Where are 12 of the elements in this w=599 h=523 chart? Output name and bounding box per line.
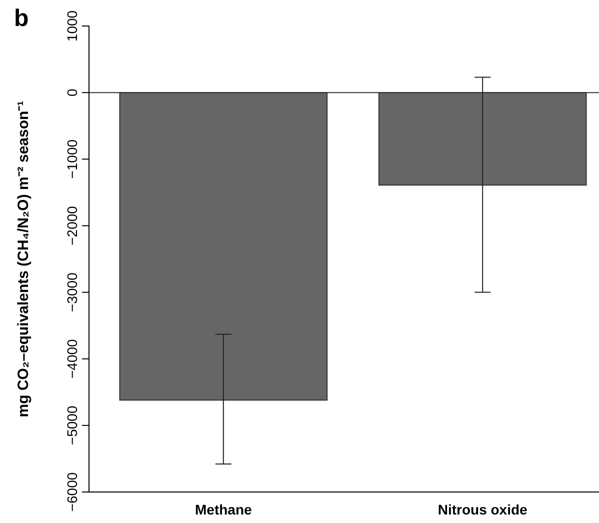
- y-tick-label: −6000: [64, 472, 80, 512]
- y-tick-label: −4000: [64, 338, 80, 379]
- y-tick-label: −2000: [64, 206, 80, 246]
- x-tick-label: Nitrous oxide: [438, 502, 528, 518]
- y-axis-title: mg CO₂–equivalents (CH₄/N₂O) m⁻² season⁻¹: [15, 100, 32, 418]
- x-tick-label: Methane: [195, 502, 252, 518]
- chart-title: b: [14, 5, 29, 32]
- y-tick-label: −5000: [64, 406, 80, 446]
- y-tick-label: 1000: [64, 10, 80, 42]
- y-tick-label: 0: [64, 88, 80, 96]
- y-tick-label: −1000: [64, 139, 80, 179]
- y-tick-label: −3000: [64, 272, 80, 312]
